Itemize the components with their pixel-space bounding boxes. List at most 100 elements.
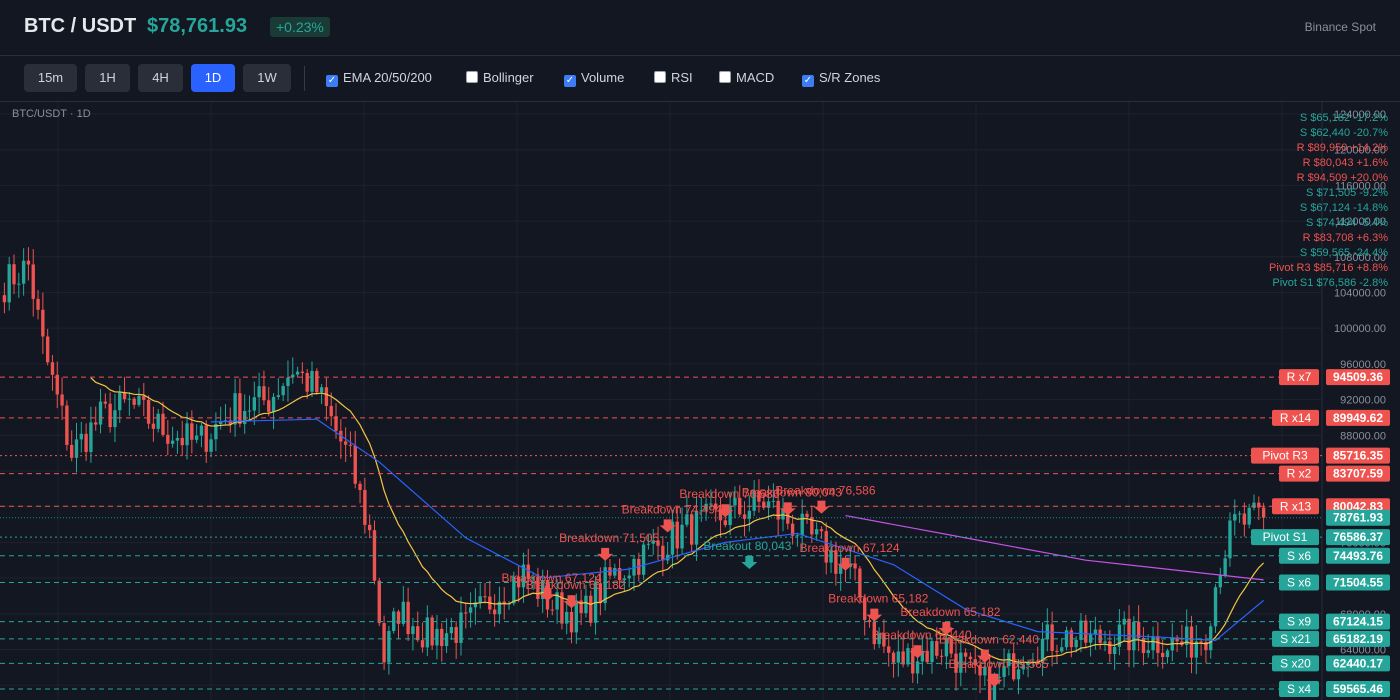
candle-body: [387, 630, 391, 663]
candle-body: [1127, 618, 1131, 651]
candle-body: [997, 676, 1001, 678]
candle-body: [17, 283, 21, 285]
candle-body: [406, 601, 410, 635]
checkbox-unchecked-icon[interactable]: [654, 71, 666, 83]
candle-body: [363, 489, 367, 525]
bollinger-toggle[interactable]: Bollinger: [466, 69, 534, 87]
candle-body: [170, 440, 175, 444]
sr-zone-price-tag: [1326, 613, 1390, 630]
candle-body: [1247, 507, 1251, 525]
last-price-marker: 78761.93: [0, 509, 1390, 526]
rsi-toggle[interactable]: RSI: [654, 69, 693, 87]
signal-label: Breakdown 74,494: [622, 502, 722, 516]
zone-summary-item: Pivot R3 $85,716 +8.8%: [1269, 262, 1388, 274]
candle-body: [723, 520, 727, 526]
arrow-down-icon: [938, 622, 955, 636]
sr-zone-price-label: 94509.36: [1333, 370, 1383, 384]
sr-zone-price-tag: [1326, 547, 1390, 564]
ema-toggle-label: EMA 20/50/200: [343, 70, 432, 85]
checkbox-unchecked-icon[interactable]: [466, 71, 478, 83]
sr-zone-tag-label: S x20: [1280, 656, 1311, 670]
zone-summary-item: S $62,440 -20.7%: [1300, 127, 1388, 139]
candle-body: [944, 639, 949, 657]
candle-body: [747, 510, 752, 519]
candle-body: [1016, 669, 1021, 680]
candle-body: [257, 386, 261, 398]
candle-body: [733, 497, 737, 506]
checkbox-checked-icon[interactable]: ✓: [326, 75, 338, 87]
y-tick-label: 108000.00: [1334, 252, 1386, 264]
candle-body: [987, 666, 992, 700]
candle-body: [392, 611, 396, 631]
candle-body: [925, 650, 929, 663]
zone-summary-list: S $65,182 -17.2% S $62,440 -20.7% R $89,95…: [1269, 112, 1388, 289]
candle-body: [65, 405, 69, 445]
candle-body: [1218, 575, 1223, 588]
zone-summary-item: R $89,950 +14.2%: [1297, 142, 1389, 154]
timeframe-4h-button[interactable]: 4H: [138, 64, 183, 92]
timeframe-1h-button[interactable]: 1H: [85, 64, 130, 92]
candle-body: [122, 392, 127, 400]
candle-body: [348, 444, 353, 446]
candle-body: [1112, 646, 1117, 655]
signal-label: Breakdown 80,043: [742, 485, 842, 499]
sr-zone-price-label: 83707.59: [1333, 467, 1383, 481]
price-chart[interactable]: 124000.00 120000.00 116000.00 112000.00 1080…: [0, 102, 1400, 700]
candle-body: [425, 617, 430, 648]
candle-body: [185, 423, 189, 446]
candle-body: [968, 656, 973, 660]
candle-body: [454, 627, 458, 643]
candle-body: [382, 623, 386, 663]
candle-body: [973, 659, 977, 666]
candle-body: [218, 421, 223, 425]
last-price-label: 78761.93: [1333, 511, 1383, 525]
sr-zone-tag: [1279, 369, 1319, 386]
candle-body: [315, 370, 319, 393]
signal-label: Breakdown 65,182: [526, 578, 626, 592]
candle-body: [541, 580, 545, 600]
candle-body: [598, 583, 603, 604]
candle-body: [180, 437, 184, 446]
sr-zone-tag-label: S x4: [1287, 682, 1311, 696]
sr-zone-tag-label: R x14: [1280, 411, 1312, 425]
candle-body: [1040, 638, 1045, 663]
candle-body: [94, 422, 98, 425]
candle-body: [949, 639, 953, 654]
macd-toggle[interactable]: MACD: [719, 69, 774, 87]
candle-body: [310, 370, 314, 392]
sr-zone-price-label: 59565.46: [1333, 682, 1383, 696]
candle-body: [603, 567, 607, 604]
chart-title: BTC/USDT · 1D: [12, 108, 91, 120]
sr-zone-price-label: 65182.19: [1333, 632, 1383, 646]
volume-toggle[interactable]: ✓ Volume: [564, 69, 624, 87]
sr-zone-tag: [1279, 465, 1319, 482]
timeframe-1w-button[interactable]: 1W: [243, 64, 291, 92]
sr-zone-tag: [1272, 655, 1319, 672]
signal-label: Breakdown 59,565: [948, 657, 1048, 671]
timeframe-1d-button[interactable]: 1D: [191, 64, 235, 92]
candle-body: [26, 260, 31, 265]
ema200-line: [845, 515, 1264, 581]
candle-body: [89, 422, 93, 452]
candle-body: [757, 491, 761, 502]
sr-zone-tag-label: R x2: [1287, 467, 1312, 481]
candle-body: [329, 405, 333, 417]
candle-body: [512, 576, 516, 604]
zone-summary-item: S $74,494 -5.4%: [1306, 217, 1388, 229]
ema-toggle[interactable]: ✓ EMA 20/50/200: [326, 69, 432, 87]
candle-body: [396, 611, 401, 624]
candle-body: [579, 600, 583, 614]
timeframe-15m-button[interactable]: 15m: [24, 64, 77, 92]
sr-zone-tag: [1279, 574, 1319, 591]
checkbox-checked-icon[interactable]: ✓: [802, 75, 814, 87]
sr-zones-toggle[interactable]: ✓ S/R Zones: [802, 69, 880, 87]
candle-body: [1098, 629, 1102, 643]
checkbox-unchecked-icon[interactable]: [719, 71, 731, 83]
arrow-down-icon: [909, 645, 926, 659]
candle-body: [766, 501, 771, 508]
checkbox-checked-icon[interactable]: ✓: [564, 75, 576, 87]
candle-body: [60, 394, 64, 406]
candle-body: [79, 433, 83, 440]
candle-body: [483, 596, 487, 598]
candle-body: [521, 564, 526, 588]
